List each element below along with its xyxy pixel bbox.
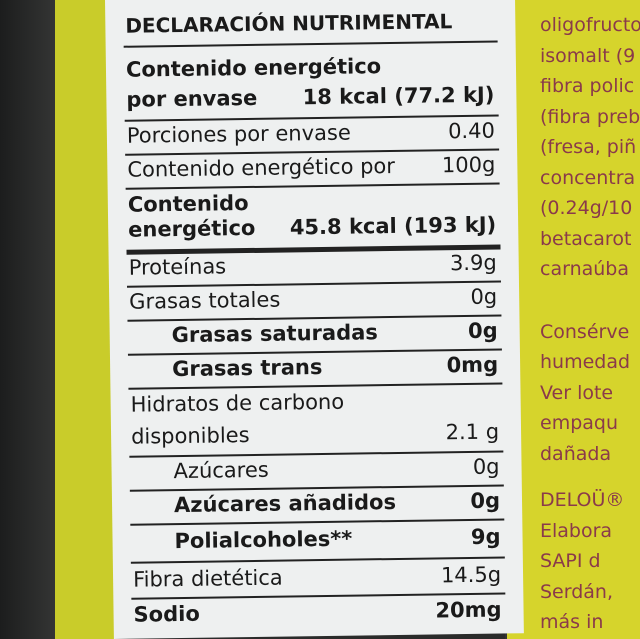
servings-row: Porciones por envase 0.40 — [126, 118, 496, 148]
package-left-strip — [55, 0, 115, 639]
side-line: humedad — [540, 351, 631, 373]
row-sodium: Sodio 20mg — [133, 597, 502, 627]
side-line: Ver lote — [540, 381, 614, 404]
row-fat: Grasas totales 0g — [129, 284, 498, 314]
side-line: betacarot — [540, 227, 632, 250]
row-trans-fat: Grasas trans 0mg — [171, 352, 499, 382]
energy-pack: Contenido energético — [125, 54, 382, 82]
energy100-row: Contenido energético por 100g — [127, 152, 496, 182]
row-sugars: Azúcares 0g — [173, 454, 500, 484]
package-right-strip — [505, 0, 640, 639]
ingredients-text: oligofructo isomalt (9 fibra polic (fibr… — [540, 0, 640, 638]
side-line: (fresa, piñ — [540, 136, 637, 158]
side-line: Elabora — [540, 519, 613, 542]
row-added-sugars: Azúcares añadidos 0g — [173, 488, 501, 518]
side-line: fibra polic — [540, 75, 635, 97]
row-fiber: Fibra dietética 14.5g — [132, 562, 502, 592]
nutrition-label: DECLARACIÓN NUTRIMENTAL Contenido energé… — [105, 0, 524, 639]
row-carbs: Hidratos de carbono — [130, 389, 345, 417]
row-sat-fat: Grasas saturadas 0g — [171, 318, 498, 348]
side-line: isomalt (9 — [540, 44, 636, 67]
side-line: DELOÜ® — [540, 489, 625, 511]
side-line: Consérve — [540, 320, 630, 343]
label-title: DECLARACIÓN NUTRIMENTAL — [125, 9, 453, 38]
row-polyols: Polialcoholes** 9g — [174, 524, 501, 554]
side-line: carnaúba — [540, 258, 629, 280]
side-line: más in — [540, 611, 604, 633]
side-line: oligofructo — [540, 14, 640, 36]
side-line: concentra — [540, 166, 636, 189]
side-line: Serdán, — [540, 580, 614, 603]
energy-row-value: energético 45.8 kcal (193 kJ) — [128, 212, 497, 242]
side-line: (0.24g/10 — [540, 197, 633, 219]
row-carbs-available: disponibles 2.1 g — [130, 419, 500, 449]
side-line: empaqu — [540, 412, 619, 434]
side-line: (fibra preb — [540, 105, 640, 128]
energy-pack-row: por envase 18 kcal (77.2 kJ) — [126, 82, 495, 112]
side-line: SAPI d — [540, 550, 601, 572]
row-proteins: Proteínas 3.9g — [128, 250, 497, 280]
side-line: dañada — [540, 442, 612, 465]
